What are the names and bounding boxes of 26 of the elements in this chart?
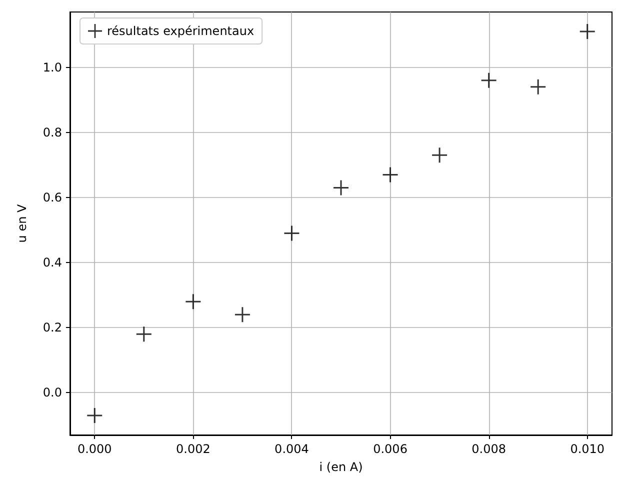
x-axis-title: i (en A): [319, 460, 363, 474]
y-tick-label: 0.4: [42, 256, 62, 270]
x-tick-label: 0.008: [472, 442, 506, 456]
y-axis-title: u en V: [15, 203, 29, 243]
point: [87, 408, 102, 423]
point: [186, 294, 201, 310]
legend-label: résultats expérimentaux: [107, 24, 254, 38]
point: [432, 148, 448, 163]
x-tick-label: 0.006: [373, 442, 408, 456]
x-tick-label: 0.002: [176, 442, 210, 456]
x-tick-label: 0.000: [77, 442, 112, 456]
y-tick-label: 0.0: [42, 386, 62, 400]
point: [382, 167, 398, 182]
x-tick-label: 0.004: [274, 442, 309, 456]
point: [234, 307, 250, 322]
x-tick-label: 0.010: [570, 442, 605, 456]
point: [284, 226, 300, 241]
point: [136, 326, 152, 342]
point: [481, 72, 496, 88]
y-tick-label: 0.2: [42, 320, 62, 335]
point: [334, 180, 348, 196]
point: [530, 79, 546, 94]
y-tick-label: 0.8: [42, 125, 62, 140]
y-tick-label: 1.0: [42, 60, 62, 74]
point: [580, 24, 595, 40]
y-tick-label: 0.6: [42, 190, 62, 204]
